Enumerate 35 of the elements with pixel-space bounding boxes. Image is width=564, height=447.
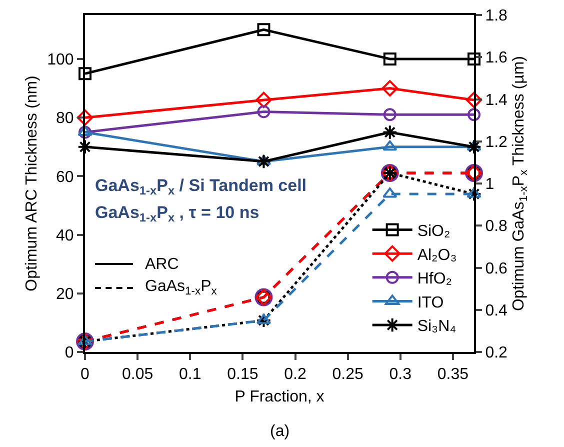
y2-tick-label: 0.8 [485,218,508,236]
y-tick-label: 100 [47,52,74,69]
y2-tick-label: 1.8 [485,8,508,25]
legend-label: SiO₂ [417,223,450,240]
legend-label: Si₃N₄ [417,318,456,336]
y2-tick-label: 1 [485,176,494,194]
y-tick-label: 60 [56,168,74,186]
y-axis-title: Optimum ARC Thickness (nm) [23,76,40,292]
annotation: ARC [145,256,179,273]
x-tick-label: 0 [80,366,90,384]
y2-tick-label: 0.4 [485,302,508,320]
legend-label: Al₂O₃ [417,246,457,264]
x-tick-label: 0.2 [284,366,306,384]
x-tick-label: 0.15 [227,366,258,384]
legend-label: HfO₂ [417,270,452,288]
annotation: GaAs$_{1-x}$P$_{x}$ , τ = 10 ns [95,203,260,225]
x-tick-label: 0.35 [437,366,469,384]
x-axis-title: P Fraction, x [234,388,324,406]
x-tick-label: 0.1 [179,366,202,384]
y2-tick-label: 0.2 [485,344,508,362]
y-tick-label: 20 [56,286,74,303]
text: (a) [270,423,290,440]
y-tick-label: 80 [56,110,74,128]
y2-tick-label: 1.2 [485,134,508,151]
x-tick-label: 0.25 [332,366,364,384]
y-tick-label: 0 [64,344,74,362]
x-tick-label: 0.3 [389,366,412,384]
y2-tick-label: 1.6 [485,50,508,67]
x-tick-label: 0.05 [122,366,154,384]
annotation: GaAs$_{1-x}$P$_{x}$ [145,278,218,298]
legend-label: ITO [417,294,444,312]
y2-tick-label: 1.4 [485,92,508,109]
y-tick-label: 40 [56,227,74,244]
y2-tick-label: 0.6 [485,260,508,278]
annotation: GaAs$_{1-x}$P$_{x}$ / Si Tandem cell [95,176,307,198]
